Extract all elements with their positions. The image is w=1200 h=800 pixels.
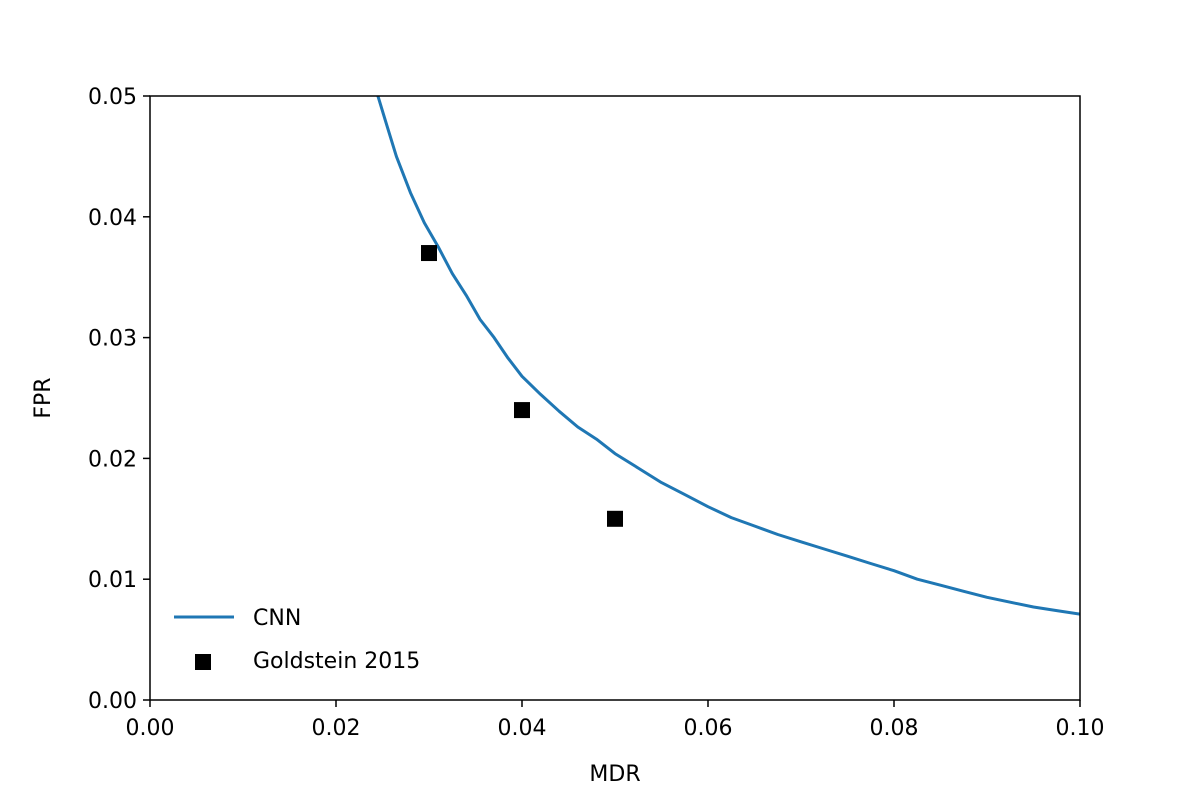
goldstein-point [421, 245, 437, 262]
legend-goldstein-label: Goldstein 2015 [253, 649, 420, 674]
x-tick-label: 0.02 [312, 716, 361, 741]
x-tick-label: 0.08 [870, 716, 919, 741]
legend-goldstein-marker [195, 654, 211, 670]
y-tick-label: 0.01 [88, 568, 137, 593]
y-tick-label: 0.00 [88, 689, 137, 714]
goldstein-point [607, 510, 623, 527]
x-tick-label: 0.04 [498, 716, 547, 741]
y-axis: 0.00 0.01 0.02 0.03 0.04 0.05 [88, 85, 150, 714]
x-axis-label: MDR [589, 762, 640, 787]
y-axis-label: FPR [31, 377, 56, 418]
cnn-curve [376, 96, 1080, 616]
x-axis: 0.00 0.02 0.04 0.06 0.08 0.10 [126, 700, 1105, 741]
legend-cnn-label: CNN [253, 606, 301, 631]
y-tick-label: 0.05 [88, 85, 137, 110]
y-tick-label: 0.02 [88, 447, 137, 472]
y-tick-label: 0.03 [88, 327, 137, 352]
goldstein-point [514, 402, 530, 419]
x-tick-label: 0.06 [684, 716, 733, 741]
x-tick-label: 0.00 [126, 716, 175, 741]
plot-area [149, 95, 1081, 701]
y-tick-label: 0.04 [88, 206, 137, 231]
plot-frame [149, 95, 1081, 701]
series-layer [376, 96, 1080, 616]
x-tick-label: 0.10 [1056, 716, 1105, 741]
legend: CNN Goldstein 2015 [174, 606, 420, 674]
